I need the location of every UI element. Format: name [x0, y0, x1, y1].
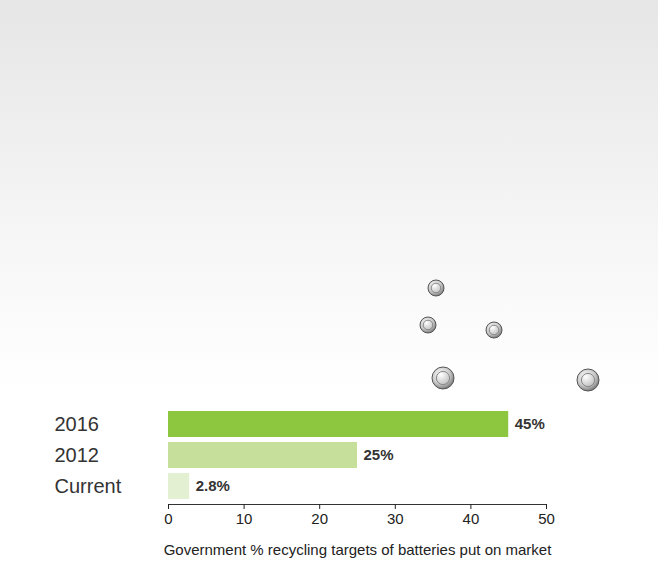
svg-text:50: 50 [538, 510, 555, 527]
svg-text:2.8%: 2.8% [196, 477, 230, 494]
svg-text:40: 40 [463, 510, 480, 527]
svg-text:2012: 2012 [55, 444, 100, 466]
svg-text:45%: 45% [515, 415, 545, 432]
svg-text:2016: 2016 [55, 413, 100, 435]
svg-text:20: 20 [311, 510, 328, 527]
svg-text:10: 10 [236, 510, 253, 527]
svg-text:Current: Current [55, 475, 122, 497]
svg-text:0: 0 [164, 510, 172, 527]
svg-text:25%: 25% [364, 446, 394, 463]
svg-text:30: 30 [387, 510, 404, 527]
svg-text:Government % recycling targets: Government % recycling targets of batter… [164, 541, 553, 558]
